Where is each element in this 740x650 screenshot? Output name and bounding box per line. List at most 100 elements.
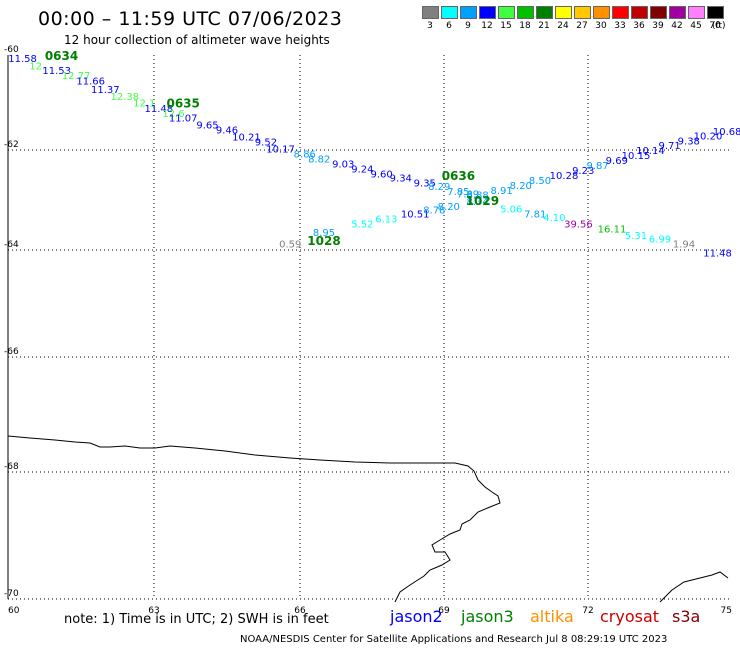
wave-height-value: 4.10	[543, 213, 565, 224]
lat-lon-grid	[7, 55, 732, 600]
wave-height-value: 9.65	[196, 121, 218, 132]
legend-swatch	[536, 6, 553, 19]
pass-time-label: 1029	[466, 194, 499, 208]
legend-unit: (ft)	[712, 21, 726, 31]
pass-time-label: 1028	[307, 234, 340, 248]
legend-swatch	[688, 6, 705, 19]
legend-label: 12	[481, 21, 493, 31]
pass-time-label: 0636	[442, 169, 475, 183]
observation-values: 11.5812.11.5312.7711.6611.3712.3812.111.…	[8, 54, 740, 259]
wave-height-value: 8.78	[423, 206, 445, 217]
legend-label: 45	[690, 21, 702, 31]
wave-height-value: 10.14	[636, 146, 665, 157]
lat-tick-label: -64	[4, 240, 19, 250]
wave-height-value: 0.59	[279, 240, 301, 251]
wave-height-value: 6.99	[649, 235, 671, 246]
legend-swatch	[498, 6, 515, 19]
wave-height-value: 10.20	[694, 132, 723, 143]
wave-height-value: 10.68	[713, 127, 740, 138]
lat-tick-label: -62	[4, 140, 19, 150]
lat-tick-label: -60	[4, 45, 19, 55]
wave-height-value: 7.89	[457, 190, 479, 201]
lon-tick-label: 63	[148, 606, 159, 616]
axis-labels: 60 63 66 69 72 75 -60 -62 -64 -66 -68 -70	[4, 45, 732, 616]
wave-height-value: 9.46	[216, 125, 238, 136]
legend-swatch	[631, 6, 648, 19]
pass-time-labels: 0634 0635 0636 1029 1028	[45, 49, 499, 248]
lon-tick-label: 75	[721, 606, 732, 616]
wave-height-value: 11.58	[8, 54, 37, 65]
legend-swatch	[574, 6, 591, 19]
wave-height-value: 8.29	[428, 182, 450, 193]
legend-swatch	[441, 6, 458, 19]
wave-height-value: 9.87	[586, 161, 608, 172]
footer-credit: NOAA/NESDIS Center for Satellite Applica…	[240, 634, 668, 645]
wave-height-value: 9.24	[351, 165, 373, 176]
wave-height-value: 5.52	[351, 220, 373, 231]
pass-time-label: 0634	[45, 49, 78, 63]
wave-height-value: 8.86	[294, 150, 316, 161]
wave-height-value: 39.56	[564, 220, 593, 231]
lon-tick-label: 69	[438, 606, 450, 616]
legend-swatch	[650, 6, 667, 19]
legend-label: 24	[557, 21, 569, 31]
legend-label: 36	[633, 21, 645, 31]
antarctic-coastline-east	[659, 571, 729, 603]
wave-height-value: 12.1	[133, 98, 155, 109]
lat-tick-label: -70	[4, 589, 19, 599]
wave-height-value: 11.07	[169, 114, 198, 125]
legend-swatch	[517, 6, 534, 19]
legend-label: 42	[671, 21, 683, 31]
legend-swatch	[479, 6, 496, 19]
lat-tick-label: -66	[4, 347, 19, 357]
wave-height-value: 12.77	[62, 71, 91, 82]
wave-height-value: 8.20	[510, 181, 532, 192]
wave-height-value: 9.60	[370, 170, 392, 181]
legend-swatch	[460, 6, 477, 19]
wave-height-value: 5.06	[500, 205, 522, 216]
wave-height-value: 9.03	[332, 160, 354, 171]
legend-label: 3	[427, 21, 433, 31]
lon-tick-label: 72	[582, 606, 593, 616]
wave-height-value: 12.6	[162, 109, 184, 120]
wave-height-value: 8.88	[466, 191, 488, 202]
pass-time-label: 0635	[166, 96, 199, 110]
wave-height-value: 1.94	[673, 240, 695, 251]
wave-height-value: 9.23	[572, 166, 594, 177]
wave-height-value: 12.38	[110, 92, 139, 103]
lon-tick-label: 66	[294, 606, 306, 616]
wave-height-value: 9.71	[658, 141, 680, 152]
legend-label: 15	[500, 21, 512, 31]
legend-label: 39	[652, 21, 664, 31]
wave-height-value: 8.82	[308, 155, 330, 166]
lon-tick-label: 60	[8, 606, 20, 616]
map-title: 00:00 – 11:59 UTC 07/06/2023	[38, 8, 343, 30]
wave-height-value: 10.21	[232, 133, 261, 144]
wave-height-value: 8.95	[313, 228, 335, 239]
wave-height-value: 6.13	[375, 215, 397, 226]
wave-height-value: 10.15	[622, 151, 651, 162]
wave-height-value: 7.85	[447, 187, 469, 198]
wave-height-value: 11.53	[42, 66, 71, 77]
wave-height-value: 11.37	[91, 85, 120, 96]
legend-label: 30	[595, 21, 607, 31]
lat-tick-label: -68	[4, 462, 19, 472]
wave-height-value: 12.	[29, 61, 45, 72]
wave-height-value: 10.17	[266, 145, 295, 156]
legend-swatch	[612, 6, 629, 19]
wave-height-value: 8.20	[438, 202, 460, 213]
legend-label: 21	[538, 21, 550, 31]
wave-height-value: 11.48	[703, 248, 732, 259]
satellite-jason2: jason2	[390, 607, 443, 626]
wave-height-value: 9.69	[606, 156, 628, 167]
legend-label: 27	[576, 21, 588, 31]
legend-label: 70	[709, 21, 721, 31]
legend-swatch	[422, 6, 439, 19]
legend-label: 9	[465, 21, 471, 31]
wave-height-value: 16.11	[598, 225, 627, 236]
legend-swatch	[593, 6, 610, 19]
wave-height-value: 5.31	[625, 231, 647, 242]
wave-height-value: 9.35	[414, 179, 436, 190]
wave-height-value: 8.91	[490, 186, 512, 197]
